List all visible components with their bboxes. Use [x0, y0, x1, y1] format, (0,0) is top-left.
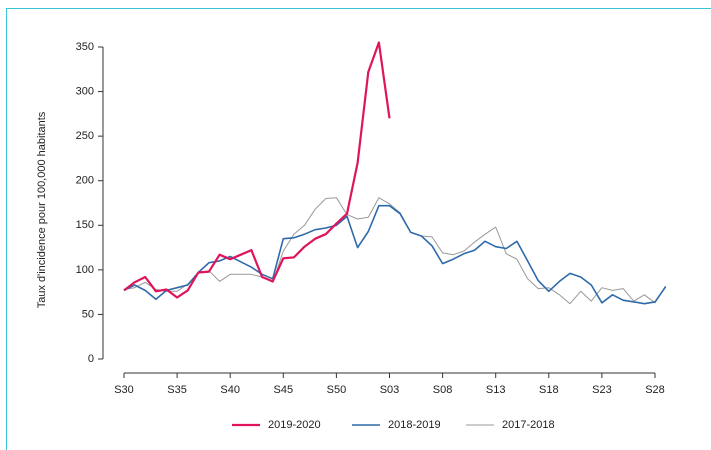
x-tick-label: S35: [167, 384, 187, 396]
series-line: [123, 204, 667, 305]
x-tick-label: S03: [380, 384, 400, 396]
x-tick-label: S23: [592, 384, 612, 396]
x-tick-label: S50: [327, 384, 347, 396]
y-tick-label: 350: [76, 41, 94, 53]
x-tick-label: S40: [220, 384, 240, 396]
y-tick-label: 0: [88, 353, 94, 365]
y-tick-label: 50: [82, 308, 94, 320]
y-axis-label: Taux d'incidence pour 100,000 habitants: [36, 111, 48, 308]
x-tick-label: S08: [433, 384, 453, 396]
y-tick-label: 300: [76, 85, 94, 97]
x-tick-label: S30: [114, 384, 134, 396]
y-tick-label: 100: [76, 264, 94, 276]
y-tick-label: 250: [76, 130, 94, 142]
legend-label: 2017-2018: [502, 419, 555, 431]
x-tick-label: S13: [486, 384, 506, 396]
x-tick-label: S45: [274, 384, 294, 396]
x-tick-label: S28: [645, 384, 665, 396]
y-tick-label: 200: [76, 175, 94, 187]
y-tick-label: 150: [76, 219, 94, 231]
series-line: [123, 41, 391, 299]
series-line: [123, 197, 667, 305]
x-tick-label: S18: [539, 384, 559, 396]
legend-label: 2018-2019: [388, 419, 441, 431]
legend-label: 2019-2020: [268, 419, 321, 431]
